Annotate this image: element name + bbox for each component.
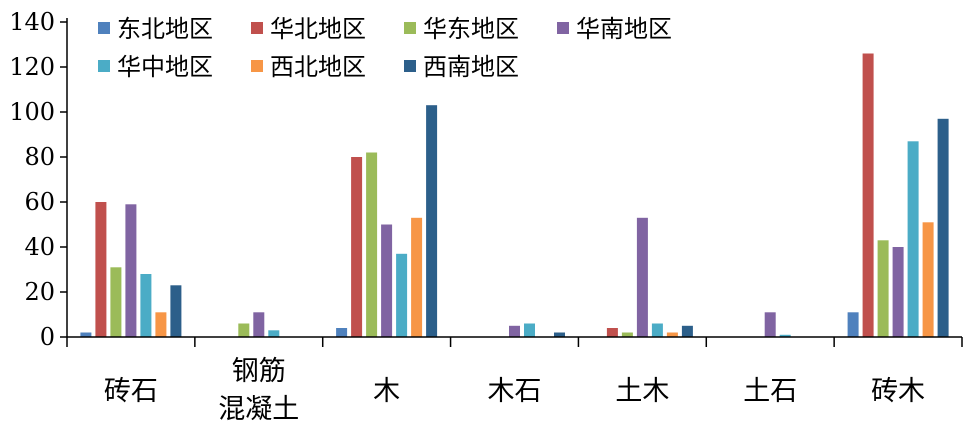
y-tick-label: 60 [24, 188, 55, 216]
bar [524, 323, 535, 337]
y-tick-label: 20 [24, 278, 55, 306]
bar [366, 152, 378, 337]
x-tick-label: 钢筋 [232, 356, 286, 387]
bar [779, 334, 791, 338]
bar [155, 312, 167, 338]
bar [877, 240, 889, 338]
x-tick-label: 木 [373, 376, 400, 407]
bar [681, 325, 693, 338]
bar [621, 332, 633, 337]
legend-label: 华南地区 [576, 15, 672, 43]
x-tick-label: 土木 [615, 376, 669, 407]
bar [922, 222, 934, 338]
bar [426, 105, 438, 337]
y-tick-label: 120 [9, 53, 55, 81]
x-tick-label: 混凝土 [218, 394, 299, 425]
bar [396, 253, 408, 338]
bar [253, 312, 265, 338]
x-tick-label: 土石 [743, 376, 797, 407]
legend-label: 华中地区 [117, 53, 213, 81]
bar [847, 312, 859, 338]
legend-swatch [251, 60, 263, 72]
bar [125, 204, 137, 338]
x-tick-label: 木石 [488, 376, 542, 407]
legend-swatch [404, 60, 416, 72]
legend-label: 华北地区 [270, 15, 366, 43]
bar [937, 118, 949, 338]
bar [140, 274, 152, 337]
bar [509, 325, 520, 338]
bar [110, 267, 122, 338]
legend-label: 西北地区 [270, 53, 366, 81]
legend-label: 华东地区 [423, 15, 519, 43]
y-tick-label: 40 [24, 233, 55, 261]
bar [170, 285, 182, 338]
bar [892, 247, 904, 337]
bar [636, 217, 648, 338]
bar [666, 332, 678, 337]
x-tick-label: 砖石 [104, 376, 158, 407]
y-tick-label: 80 [24, 143, 55, 171]
bar [95, 202, 107, 337]
bar [554, 332, 565, 337]
bar [268, 330, 280, 338]
bar [907, 141, 919, 338]
bar [351, 157, 363, 337]
y-tick-label: 100 [9, 98, 55, 126]
legend-swatch [557, 22, 569, 34]
bar [606, 328, 618, 337]
bar [336, 328, 348, 337]
bar [862, 53, 874, 337]
legend-label: 东北地区 [117, 15, 213, 43]
legend-swatch [98, 22, 110, 34]
legend-swatch [404, 22, 416, 34]
x-tick-label: 砖木 [871, 376, 925, 407]
bar [764, 312, 776, 338]
legend-label: 西南地区 [423, 53, 519, 81]
y-tick-label: 140 [9, 8, 55, 36]
bar [238, 323, 250, 337]
bar [80, 332, 92, 337]
bars-layer [80, 53, 949, 338]
legend-swatch [98, 60, 110, 72]
legend-swatch [251, 22, 263, 34]
bar [651, 323, 663, 337]
bar [381, 224, 393, 337]
bar [411, 217, 423, 338]
y-tick-label: 0 [40, 323, 55, 351]
